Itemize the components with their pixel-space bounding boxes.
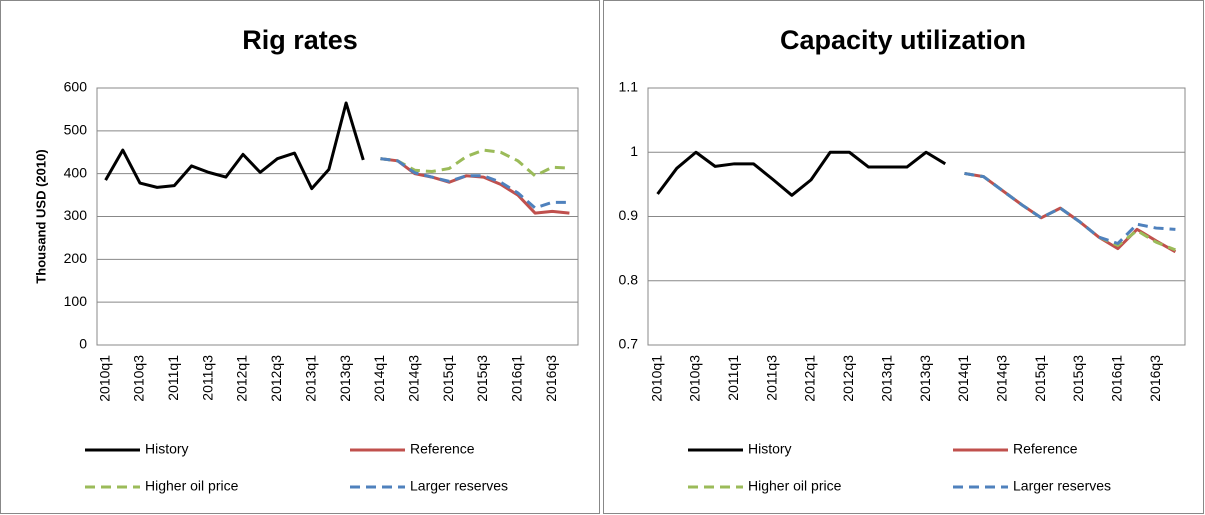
legend-label: Higher oil price <box>145 478 239 494</box>
x-tick-label: 2010q3 <box>131 355 147 402</box>
series-line <box>656 150 947 197</box>
legend-label: Reference <box>410 441 475 457</box>
x-tick-label: 2015q1 <box>1032 355 1048 402</box>
y-tick-label: 500 <box>64 122 88 138</box>
x-tick-label: 2011q3 <box>763 355 779 401</box>
y-tick-label: 0 <box>79 336 87 352</box>
x-tick-label: 2016q3 <box>1147 355 1163 402</box>
x-tick-label: 2015q3 <box>1070 355 1086 402</box>
legend-label: History <box>748 441 792 457</box>
x-tick-label: 2016q3 <box>543 355 559 402</box>
x-tick-label: 2012q3 <box>268 355 284 402</box>
panel-border <box>603 0 1204 514</box>
x-tick-label: 2014q3 <box>994 355 1010 402</box>
panel-border <box>0 0 600 514</box>
x-tick-label: 2011q1 <box>165 355 181 401</box>
y-axis-label: Thousand USD (2010) <box>33 149 48 283</box>
y-tick-label: 100 <box>64 293 88 309</box>
y-tick-label: 0.9 <box>619 207 639 223</box>
x-tick-label: 2013q1 <box>302 355 318 402</box>
plot-border <box>647 87 1186 346</box>
x-tick-label: 2011q3 <box>199 355 215 401</box>
legend-label: Higher oil price <box>748 478 842 494</box>
x-tick-label: 2015q1 <box>440 355 456 402</box>
x-tick-label: 2010q3 <box>687 355 703 402</box>
y-tick-label: 300 <box>64 207 88 223</box>
x-tick-label: 2011q1 <box>725 355 741 401</box>
y-tick-label: 600 <box>64 79 88 95</box>
y-tick-label: 400 <box>64 164 88 180</box>
chart-title: Rig rates <box>242 25 358 55</box>
x-tick-label: 2010q1 <box>648 355 664 402</box>
series-line <box>104 101 365 191</box>
legend-label: Larger reserves <box>1013 478 1111 494</box>
series-line <box>380 148 570 178</box>
x-tick-label: 2013q3 <box>337 355 353 402</box>
legend-label: History <box>145 441 189 457</box>
legend-label: Larger reserves <box>410 478 508 494</box>
series-line <box>964 171 1176 245</box>
x-tick-label: 2010q1 <box>96 355 112 402</box>
y-tick-label: 0.7 <box>619 336 639 352</box>
y-tick-label: 1 <box>630 143 638 159</box>
y-tick-label: 0.8 <box>619 271 639 287</box>
legend-label: Reference <box>1013 441 1078 457</box>
y-tick-label: 200 <box>64 250 88 266</box>
x-tick-label: 2012q3 <box>840 355 856 402</box>
x-tick-label: 2014q1 <box>955 355 971 402</box>
x-tick-label: 2013q3 <box>917 355 933 402</box>
y-tick-label: 1.1 <box>619 79 639 95</box>
x-tick-label: 2014q1 <box>371 355 387 402</box>
x-tick-label: 2016q1 <box>1109 355 1125 402</box>
series-line <box>380 157 570 210</box>
x-tick-label: 2014q3 <box>406 355 422 402</box>
x-tick-label: 2012q1 <box>234 355 250 402</box>
x-tick-label: 2013q1 <box>878 355 894 402</box>
plot-border <box>96 87 579 346</box>
x-tick-label: 2012q1 <box>802 355 818 402</box>
chart-title: Capacity utilization <box>780 25 1026 55</box>
x-tick-label: 2016q1 <box>509 355 525 402</box>
x-tick-label: 2015q3 <box>474 355 490 402</box>
